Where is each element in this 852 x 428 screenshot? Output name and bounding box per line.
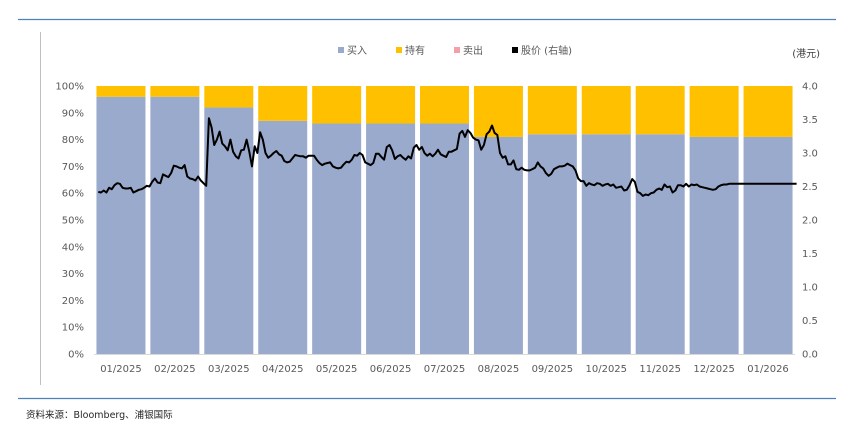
y-tick-label: 20% — [62, 296, 84, 307]
y2-tick-label: 2.0 — [802, 216, 818, 227]
bar-hold — [204, 86, 254, 108]
legend-label-price: 股价 (右轴) — [521, 44, 572, 57]
y-axis-right: 0.0 0.5 1.0 1.5 2.0 2.5 3.0 3.5 4.0 — [802, 82, 818, 361]
x-tick-label: 01/2026 — [747, 364, 789, 375]
legend-label-sell: 卖出 — [463, 44, 483, 57]
y-tick-label: 90% — [62, 108, 84, 119]
y2-tick-label: 3.5 — [802, 115, 818, 126]
legend-swatch-sell — [454, 47, 460, 53]
price-line-group — [98, 117, 797, 197]
x-tick-label: 05/2025 — [316, 364, 358, 375]
bar-hold — [312, 86, 362, 124]
bar-buy — [312, 123, 362, 355]
bar-hold — [743, 86, 793, 137]
y-tick-label: 70% — [62, 162, 84, 173]
y2-tick-label: 4.0 — [802, 82, 818, 93]
x-tick-label: 10/2025 — [585, 364, 627, 375]
x-tick-label: 07/2025 — [424, 364, 466, 375]
bar-buy — [473, 136, 523, 354]
source-note: 资料来源：Bloomberg、浦银国际 — [26, 410, 173, 421]
x-axis: 01/2025 02/2025 03/2025 04/2025 05/2025 06/20… — [100, 364, 789, 375]
bar-buy — [96, 96, 146, 354]
x-tick-label: 11/2025 — [639, 364, 681, 375]
bar-buy — [689, 136, 739, 354]
y-axis-left: 0% 10% 20% 30% 40% 50% 60% 70% 80% 90% 100% — [55, 82, 84, 361]
stacked-bars — [96, 86, 793, 355]
bar-hold — [420, 86, 469, 124]
legend-label-hold: 持有 — [405, 44, 425, 57]
x-tick-label: 03/2025 — [208, 364, 250, 375]
bar-hold — [150, 86, 200, 97]
y-tick-label: 60% — [62, 189, 84, 200]
x-tick-label: 06/2025 — [370, 364, 412, 375]
y-tick-label: 80% — [62, 135, 84, 146]
right-axis-unit: (港元) — [792, 48, 820, 60]
y2-tick-label: 1.0 — [802, 283, 818, 294]
legend: 买入 持有 卖出 股价 (右轴) — [338, 44, 572, 57]
y-tick-label: 30% — [62, 269, 84, 280]
y-tick-label: 0% — [68, 350, 84, 361]
y-tick-label: 40% — [62, 242, 84, 253]
bar-buy — [581, 134, 631, 354]
y-tick-label: 100% — [55, 82, 84, 93]
x-tick-label: 12/2025 — [693, 364, 735, 375]
y-tick-label: 10% — [62, 323, 84, 334]
y2-tick-label: 0.5 — [802, 316, 818, 327]
bar-hold — [581, 86, 631, 135]
bar-hold — [473, 86, 523, 137]
bar-buy — [743, 136, 793, 354]
bar-buy — [635, 134, 685, 354]
y2-tick-label: 3.0 — [802, 149, 818, 160]
bar-hold — [258, 86, 308, 121]
legend-swatch-hold — [396, 47, 402, 53]
y2-tick-label: 0.0 — [802, 350, 818, 361]
bar-hold — [635, 86, 685, 135]
price-line — [98, 117, 797, 197]
x-tick-label: 09/2025 — [532, 364, 574, 375]
bar-buy — [420, 123, 469, 355]
bar-hold — [96, 86, 146, 97]
legend-swatch-price — [512, 47, 518, 53]
y2-tick-label: 2.5 — [802, 182, 818, 193]
x-tick-label: 08/2025 — [478, 364, 520, 375]
legend-swatch-buy — [338, 47, 344, 53]
bar-hold — [689, 86, 739, 137]
y2-tick-label: 1.5 — [802, 249, 818, 260]
legend-label-buy: 买入 — [347, 45, 367, 57]
bar-buy — [150, 96, 200, 354]
y-tick-label: 50% — [62, 216, 84, 227]
x-tick-label: 01/2025 — [100, 364, 142, 375]
x-tick-label: 02/2025 — [154, 364, 196, 375]
bar-hold — [366, 86, 416, 124]
bar-hold — [527, 86, 577, 135]
x-tick-label: 04/2025 — [262, 364, 304, 375]
